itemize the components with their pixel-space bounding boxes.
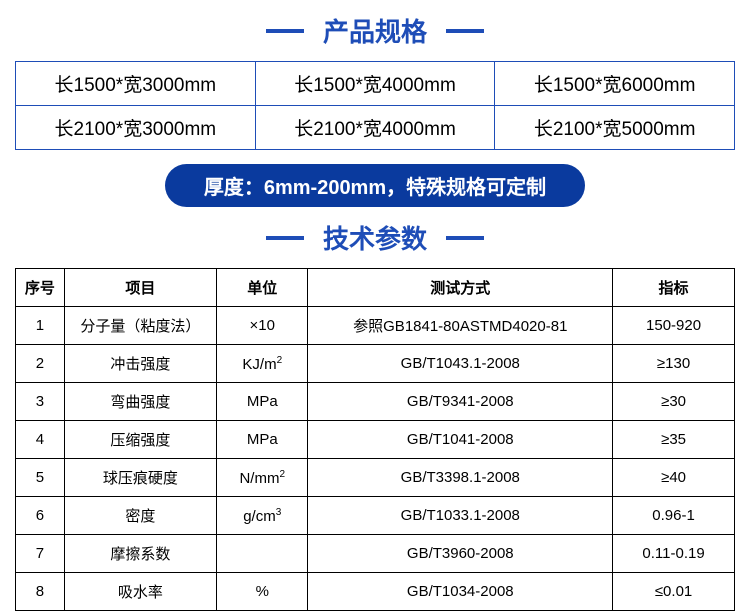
cell-item: 弯曲强度 [64,383,216,421]
cell-val: ≥30 [613,383,735,421]
title-bar-left [266,236,304,240]
cell-idx: 4 [16,421,65,459]
spec-cell: 长2100*宽3000mm [16,106,256,150]
cell-idx: 2 [16,345,65,383]
params-header-row: 序号 项目 单位 测试方式 指标 [16,269,735,307]
cell-idx: 8 [16,573,65,611]
cell-unit: g/cm3 [217,497,308,535]
cell-val: ≥130 [613,345,735,383]
cell-item: 吸水率 [64,573,216,611]
cell-unit: KJ/m2 [217,345,308,383]
params-row: 6密度g/cm3GB/T1033.1-20080.96-1 [16,497,735,535]
spec-cell: 长2100*宽5000mm [495,106,735,150]
cell-idx: 6 [16,497,65,535]
thickness-text: 厚度：6mm-200mm，特殊规格可定制 [204,177,546,199]
cell-idx: 1 [16,307,65,345]
spec-cell: 长1500*宽3000mm [16,62,256,106]
spec-section-title: 产品规格 [0,12,750,49]
params-row: 1分子量（粘度法）×10参照GB1841-80ASTMD4020-81150-9… [16,307,735,345]
cell-test: 参照GB1841-80ASTMD4020-81 [308,307,613,345]
header-idx: 序号 [16,269,65,307]
title-bar-right [446,236,484,240]
title-bar-left [266,29,304,33]
params-row: 2冲击强度KJ/m2GB/T1043.1-2008≥130 [16,345,735,383]
params-row: 4压缩强度MPaGB/T1041-2008≥35 [16,421,735,459]
cell-unit: N/mm2 [217,459,308,497]
cell-val: ≤0.01 [613,573,735,611]
cell-val: 150-920 [613,307,735,345]
cell-test: GB/T1034-2008 [308,573,613,611]
thickness-pill: 厚度：6mm-200mm，特殊规格可定制 [165,164,585,207]
cell-item: 冲击强度 [64,345,216,383]
spec-cell: 长1500*宽6000mm [495,62,735,106]
cell-val: 0.96-1 [613,497,735,535]
cell-val: ≥40 [613,459,735,497]
params-row: 8吸水率%GB/T1034-2008≤0.01 [16,573,735,611]
spec-cell: 长2100*宽4000mm [255,106,495,150]
cell-test: GB/T1033.1-2008 [308,497,613,535]
cell-test: GB/T3398.1-2008 [308,459,613,497]
params-row: 3弯曲强度MPaGB/T9341-2008≥30 [16,383,735,421]
cell-unit: ×10 [217,307,308,345]
cell-idx: 3 [16,383,65,421]
cell-test: GB/T1043.1-2008 [308,345,613,383]
cell-item: 摩擦系数 [64,535,216,573]
cell-test: GB/T1041-2008 [308,421,613,459]
header-val: 指标 [613,269,735,307]
spec-table: 长1500*宽3000mm 长1500*宽4000mm 长1500*宽6000m… [15,61,735,150]
cell-unit: % [217,573,308,611]
params-row: 7摩擦系数 GB/T3960-20080.11-0.19 [16,535,735,573]
cell-item: 分子量（粘度法） [64,307,216,345]
spec-row: 长2100*宽3000mm 长2100*宽4000mm 长2100*宽5000m… [16,106,735,150]
spec-title-text: 产品规格 [323,17,427,47]
cell-val: ≥35 [613,421,735,459]
cell-test: GB/T3960-2008 [308,535,613,573]
cell-item: 压缩强度 [64,421,216,459]
params-section-title: 技术参数 [0,219,750,256]
cell-idx: 5 [16,459,65,497]
cell-item: 球压痕硬度 [64,459,216,497]
cell-idx: 7 [16,535,65,573]
title-bar-right [446,29,484,33]
params-table: 序号 项目 单位 测试方式 指标 1分子量（粘度法）×10参照GB1841-80… [15,268,735,611]
header-item: 项目 [64,269,216,307]
cell-item: 密度 [64,497,216,535]
params-row: 5球压痕硬度N/mm2GB/T3398.1-2008≥40 [16,459,735,497]
cell-unit [217,535,308,573]
spec-row: 长1500*宽3000mm 长1500*宽4000mm 长1500*宽6000m… [16,62,735,106]
cell-unit: MPa [217,421,308,459]
header-unit: 单位 [217,269,308,307]
params-body: 1分子量（粘度法）×10参照GB1841-80ASTMD4020-81150-9… [16,307,735,611]
header-test: 测试方式 [308,269,613,307]
cell-unit: MPa [217,383,308,421]
cell-test: GB/T9341-2008 [308,383,613,421]
cell-val: 0.11-0.19 [613,535,735,573]
params-title-text: 技术参数 [323,224,427,254]
spec-cell: 长1500*宽4000mm [255,62,495,106]
